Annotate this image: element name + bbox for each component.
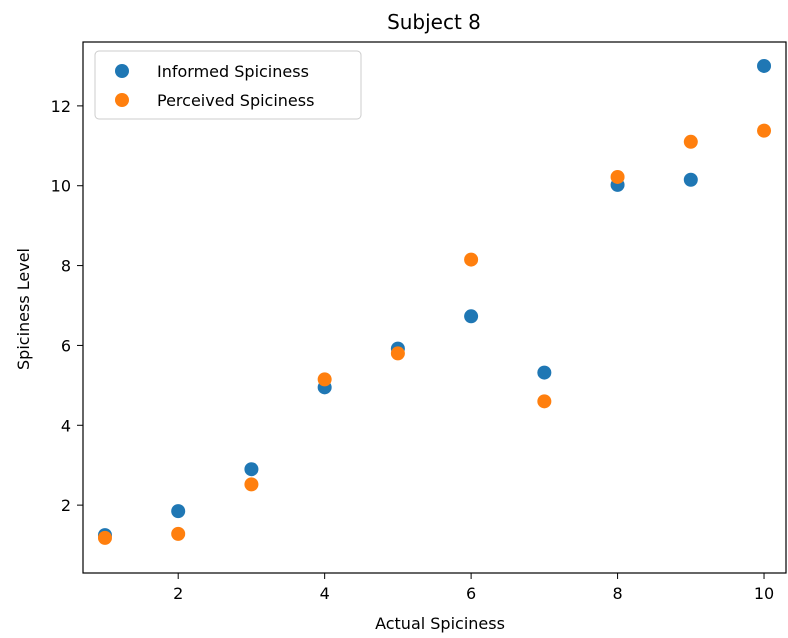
legend-label-perceived: Perceived Spiciness: [157, 91, 314, 110]
perceived-point: [171, 526, 186, 541]
legend-label-informed: Informed Spiciness: [157, 62, 309, 81]
x-tick-label: 4: [320, 584, 330, 603]
y-axis-label: Spiciness Level: [14, 248, 33, 370]
informed-point: [537, 365, 552, 380]
perceived-point: [464, 252, 479, 267]
chart-title: Subject 8: [387, 10, 481, 34]
data-points: [97, 58, 772, 545]
perceived-point: [757, 123, 772, 138]
informed-point: [683, 172, 698, 187]
perceived-point: [244, 477, 259, 492]
perceived-point: [317, 372, 332, 387]
y-tick-label: 4: [61, 416, 71, 435]
legend-marker-perceived: [115, 93, 129, 107]
y-axis-ticks: 2 4 6 8 10 12: [51, 97, 83, 515]
x-tick-label: 10: [754, 584, 774, 603]
perceived-point: [537, 394, 552, 409]
perceived-point: [683, 134, 698, 149]
x-axis-label: Actual Spiciness: [375, 614, 505, 633]
informed-point: [244, 462, 259, 477]
informed-point: [757, 58, 772, 73]
y-tick-label: 10: [51, 177, 71, 196]
legend-frame: [94, 50, 362, 120]
x-tick-label: 8: [612, 584, 622, 603]
x-tick-label: 6: [466, 584, 476, 603]
y-tick-label: 2: [61, 496, 71, 515]
legend: Informed Spiciness Perceived Spiciness: [94, 50, 362, 120]
informed-point: [464, 309, 479, 324]
y-tick-label: 12: [51, 97, 71, 116]
y-tick-label: 6: [61, 336, 71, 355]
perceived-point: [390, 346, 405, 361]
plot-frame: [82, 41, 787, 574]
y-tick-label: 8: [61, 257, 71, 276]
informed-point: [171, 504, 186, 519]
legend-marker-informed: [115, 64, 129, 78]
perceived-point: [97, 530, 112, 545]
x-axis-ticks: 2 4 6 8 10: [173, 573, 774, 603]
perceived-point: [610, 169, 625, 184]
x-tick-label: 2: [173, 584, 183, 603]
